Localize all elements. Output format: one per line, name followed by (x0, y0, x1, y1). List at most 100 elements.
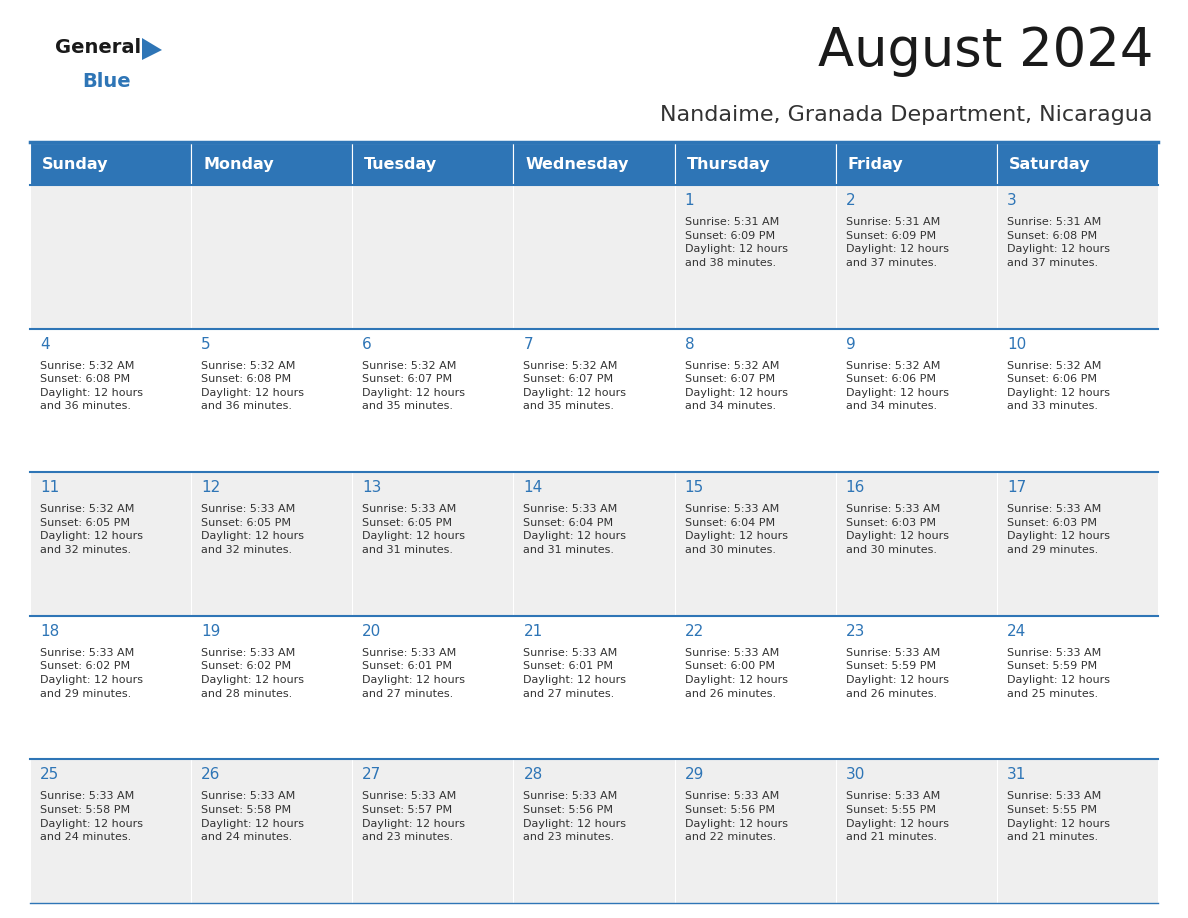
Bar (997, 185, 1158, 329)
Text: Nandaime, Granada Department, Nicaragua: Nandaime, Granada Department, Nicaragua (661, 105, 1154, 125)
Bar (30, 185, 191, 329)
Text: Sunrise: 5:31 AM
Sunset: 6:09 PM
Daylight: 12 hours
and 37 minutes.: Sunrise: 5:31 AM Sunset: 6:09 PM Dayligh… (846, 217, 949, 268)
Bar (30, 143, 191, 185)
Text: 21: 21 (524, 624, 543, 639)
Text: Sunrise: 5:33 AM
Sunset: 6:04 PM
Daylight: 12 hours
and 30 minutes.: Sunrise: 5:33 AM Sunset: 6:04 PM Dayligh… (684, 504, 788, 555)
Bar (675, 759, 835, 903)
Text: Sunrise: 5:32 AM
Sunset: 6:08 PM
Daylight: 12 hours
and 36 minutes.: Sunrise: 5:32 AM Sunset: 6:08 PM Dayligh… (201, 361, 304, 411)
Text: Sunrise: 5:32 AM
Sunset: 6:05 PM
Daylight: 12 hours
and 32 minutes.: Sunrise: 5:32 AM Sunset: 6:05 PM Dayligh… (40, 504, 143, 555)
Bar (191, 185, 353, 329)
Text: Sunrise: 5:33 AM
Sunset: 5:58 PM
Daylight: 12 hours
and 24 minutes.: Sunrise: 5:33 AM Sunset: 5:58 PM Dayligh… (40, 791, 143, 842)
Text: Sunrise: 5:32 AM
Sunset: 6:07 PM
Daylight: 12 hours
and 34 minutes.: Sunrise: 5:32 AM Sunset: 6:07 PM Dayligh… (684, 361, 788, 411)
Text: Friday: Friday (848, 156, 903, 172)
Text: 28: 28 (524, 767, 543, 782)
Text: Sunrise: 5:33 AM
Sunset: 5:56 PM
Daylight: 12 hours
and 22 minutes.: Sunrise: 5:33 AM Sunset: 5:56 PM Dayligh… (684, 791, 788, 842)
Text: Monday: Monday (203, 156, 273, 172)
Bar (997, 616, 1158, 759)
Text: 26: 26 (201, 767, 221, 782)
Text: 1: 1 (684, 193, 694, 208)
Text: Sunrise: 5:32 AM
Sunset: 6:08 PM
Daylight: 12 hours
and 36 minutes.: Sunrise: 5:32 AM Sunset: 6:08 PM Dayligh… (40, 361, 143, 411)
Bar (30, 759, 191, 903)
Text: Sunrise: 5:33 AM
Sunset: 6:01 PM
Daylight: 12 hours
and 27 minutes.: Sunrise: 5:33 AM Sunset: 6:01 PM Dayligh… (362, 648, 466, 699)
Text: General: General (55, 38, 141, 57)
Bar (675, 143, 835, 185)
Text: Sunrise: 5:33 AM
Sunset: 6:02 PM
Daylight: 12 hours
and 28 minutes.: Sunrise: 5:33 AM Sunset: 6:02 PM Dayligh… (201, 648, 304, 699)
Text: 5: 5 (201, 337, 210, 352)
Text: August 2024: August 2024 (817, 25, 1154, 77)
Bar (353, 329, 513, 472)
Text: Tuesday: Tuesday (365, 156, 437, 172)
Bar (675, 185, 835, 329)
Text: 16: 16 (846, 480, 865, 495)
Text: Sunrise: 5:33 AM
Sunset: 6:04 PM
Daylight: 12 hours
and 31 minutes.: Sunrise: 5:33 AM Sunset: 6:04 PM Dayligh… (524, 504, 626, 555)
Text: Sunrise: 5:33 AM
Sunset: 6:02 PM
Daylight: 12 hours
and 29 minutes.: Sunrise: 5:33 AM Sunset: 6:02 PM Dayligh… (40, 648, 143, 699)
Text: Blue: Blue (82, 72, 131, 91)
Text: Sunday: Sunday (42, 156, 108, 172)
Text: 11: 11 (40, 480, 59, 495)
Bar (30, 472, 191, 616)
Text: 20: 20 (362, 624, 381, 639)
Text: Sunrise: 5:33 AM
Sunset: 6:01 PM
Daylight: 12 hours
and 27 minutes.: Sunrise: 5:33 AM Sunset: 6:01 PM Dayligh… (524, 648, 626, 699)
Text: Sunrise: 5:32 AM
Sunset: 6:06 PM
Daylight: 12 hours
and 34 minutes.: Sunrise: 5:32 AM Sunset: 6:06 PM Dayligh… (846, 361, 949, 411)
Text: Sunrise: 5:33 AM
Sunset: 5:59 PM
Daylight: 12 hours
and 26 minutes.: Sunrise: 5:33 AM Sunset: 5:59 PM Dayligh… (846, 648, 949, 699)
Bar (353, 185, 513, 329)
Text: Sunrise: 5:33 AM
Sunset: 5:58 PM
Daylight: 12 hours
and 24 minutes.: Sunrise: 5:33 AM Sunset: 5:58 PM Dayligh… (201, 791, 304, 842)
Text: Wednesday: Wednesday (525, 156, 628, 172)
Text: 2: 2 (846, 193, 855, 208)
Text: Sunrise: 5:33 AM
Sunset: 6:05 PM
Daylight: 12 hours
and 31 minutes.: Sunrise: 5:33 AM Sunset: 6:05 PM Dayligh… (362, 504, 466, 555)
Bar (835, 616, 997, 759)
Text: Sunrise: 5:31 AM
Sunset: 6:08 PM
Daylight: 12 hours
and 37 minutes.: Sunrise: 5:31 AM Sunset: 6:08 PM Dayligh… (1007, 217, 1110, 268)
Bar (835, 185, 997, 329)
Text: 17: 17 (1007, 480, 1026, 495)
Bar (997, 472, 1158, 616)
Text: Sunrise: 5:33 AM
Sunset: 5:56 PM
Daylight: 12 hours
and 23 minutes.: Sunrise: 5:33 AM Sunset: 5:56 PM Dayligh… (524, 791, 626, 842)
Text: 3: 3 (1007, 193, 1017, 208)
Bar (353, 143, 513, 185)
Bar (675, 616, 835, 759)
Text: Sunrise: 5:33 AM
Sunset: 5:59 PM
Daylight: 12 hours
and 25 minutes.: Sunrise: 5:33 AM Sunset: 5:59 PM Dayligh… (1007, 648, 1110, 699)
Text: Sunrise: 5:32 AM
Sunset: 6:07 PM
Daylight: 12 hours
and 35 minutes.: Sunrise: 5:32 AM Sunset: 6:07 PM Dayligh… (362, 361, 466, 411)
Bar (513, 143, 675, 185)
Text: Thursday: Thursday (687, 156, 770, 172)
Bar (353, 759, 513, 903)
Bar (513, 759, 675, 903)
Text: 19: 19 (201, 624, 221, 639)
Bar (997, 329, 1158, 472)
Text: 8: 8 (684, 337, 694, 352)
Text: 18: 18 (40, 624, 59, 639)
Text: Sunrise: 5:33 AM
Sunset: 6:00 PM
Daylight: 12 hours
and 26 minutes.: Sunrise: 5:33 AM Sunset: 6:00 PM Dayligh… (684, 648, 788, 699)
Bar (997, 759, 1158, 903)
Text: 31: 31 (1007, 767, 1026, 782)
Bar (191, 329, 353, 472)
Text: Sunrise: 5:31 AM
Sunset: 6:09 PM
Daylight: 12 hours
and 38 minutes.: Sunrise: 5:31 AM Sunset: 6:09 PM Dayligh… (684, 217, 788, 268)
Polygon shape (143, 38, 162, 60)
Text: Sunrise: 5:33 AM
Sunset: 5:55 PM
Daylight: 12 hours
and 21 minutes.: Sunrise: 5:33 AM Sunset: 5:55 PM Dayligh… (846, 791, 949, 842)
Text: 30: 30 (846, 767, 865, 782)
Bar (191, 759, 353, 903)
Text: Sunrise: 5:33 AM
Sunset: 6:03 PM
Daylight: 12 hours
and 30 minutes.: Sunrise: 5:33 AM Sunset: 6:03 PM Dayligh… (846, 504, 949, 555)
Bar (191, 472, 353, 616)
Text: 24: 24 (1007, 624, 1026, 639)
Text: Sunrise: 5:32 AM
Sunset: 6:07 PM
Daylight: 12 hours
and 35 minutes.: Sunrise: 5:32 AM Sunset: 6:07 PM Dayligh… (524, 361, 626, 411)
Bar (353, 616, 513, 759)
Bar (30, 329, 191, 472)
Bar (513, 472, 675, 616)
Text: 12: 12 (201, 480, 221, 495)
Text: Saturday: Saturday (1009, 156, 1091, 172)
Bar (997, 143, 1158, 185)
Text: 6: 6 (362, 337, 372, 352)
Text: 27: 27 (362, 767, 381, 782)
Text: 29: 29 (684, 767, 704, 782)
Text: 13: 13 (362, 480, 381, 495)
Text: 9: 9 (846, 337, 855, 352)
Bar (30, 616, 191, 759)
Text: Sunrise: 5:33 AM
Sunset: 6:05 PM
Daylight: 12 hours
and 32 minutes.: Sunrise: 5:33 AM Sunset: 6:05 PM Dayligh… (201, 504, 304, 555)
Bar (835, 329, 997, 472)
Text: Sunrise: 5:33 AM
Sunset: 5:55 PM
Daylight: 12 hours
and 21 minutes.: Sunrise: 5:33 AM Sunset: 5:55 PM Dayligh… (1007, 791, 1110, 842)
Text: 23: 23 (846, 624, 865, 639)
Bar (353, 472, 513, 616)
Bar (513, 616, 675, 759)
Text: 4: 4 (40, 337, 50, 352)
Bar (835, 759, 997, 903)
Bar (835, 472, 997, 616)
